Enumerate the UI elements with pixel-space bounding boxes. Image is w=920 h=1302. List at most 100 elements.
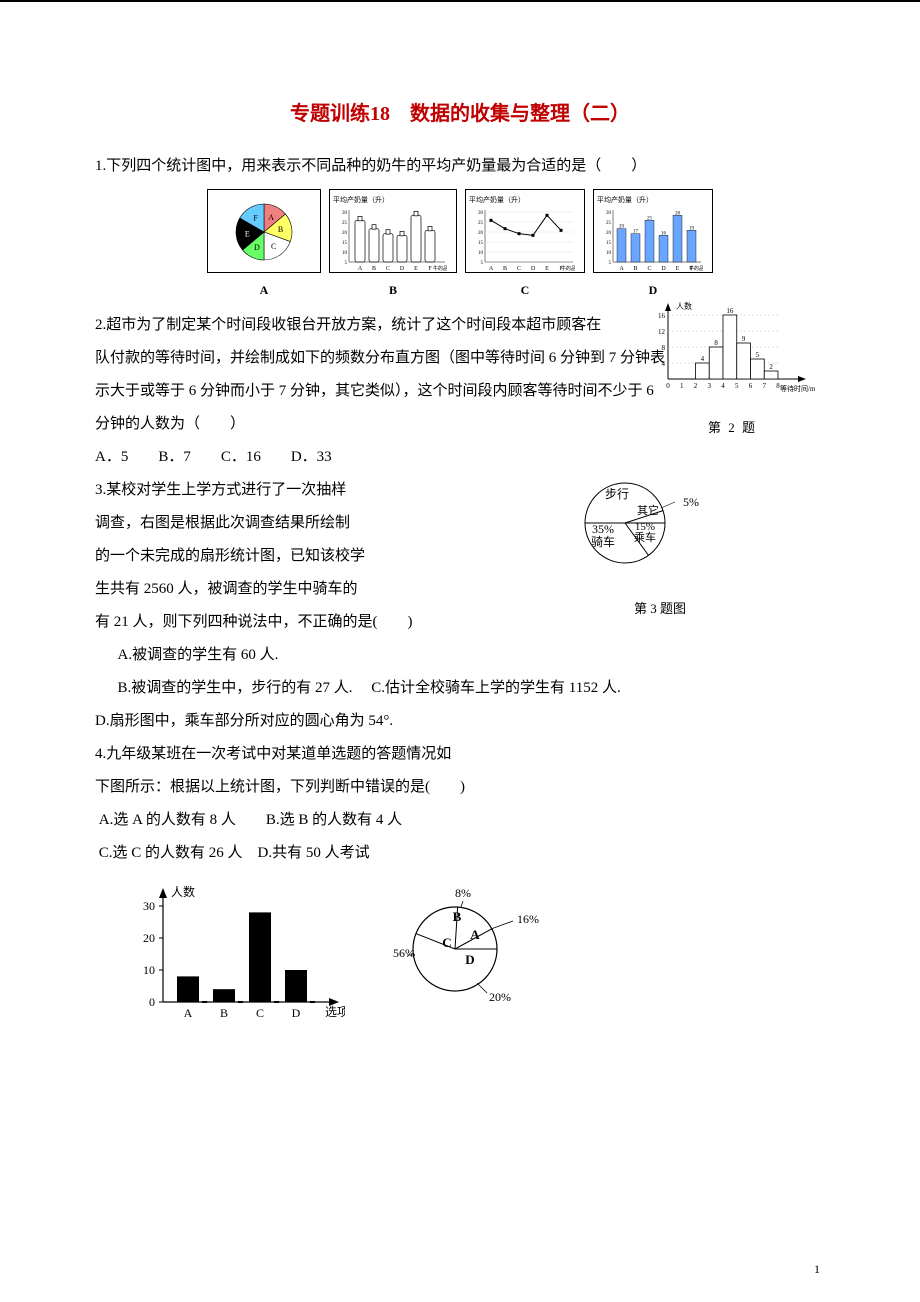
q1-optlabel-A: A [207,277,321,303]
svg-text:20: 20 [143,931,155,945]
svg-text:选项: 选项 [325,1005,345,1019]
svg-text:D: D [400,266,405,272]
svg-text:30: 30 [606,211,612,216]
q1-panel-B: 平均产奶量（升） 30252015105ABCDEF牛的品种 B [329,189,457,303]
q4-optA: A.选 A 的人数有 8 人 [99,812,236,828]
svg-text:30: 30 [143,899,155,913]
page-title: 专题训练18 数据的收集与整理（二） [95,92,825,136]
q3-pie-svg: 步行其它5%15%乘车35%骑车 [555,478,725,578]
svg-text:B: B [220,1006,228,1020]
svg-text:5: 5 [481,261,484,266]
svg-text:5: 5 [609,261,612,266]
q1-optlabel-D: D [593,277,713,303]
q1-B-title: 平均产奶量（升） [333,193,453,208]
q2-hist-svg: 人数等待时间/min4812160123456784816952 [650,301,815,397]
q4-optD: D.共有 50 人考试 [258,845,370,861]
question-2: 人数等待时间/min4812160123456784816952 第 2 题 2… [95,309,825,474]
question-1: 1.下列四个统计图中，用来表示不同品种的奶牛的平均产奶量最为合适的是（ ） AB… [95,150,825,303]
svg-text:15: 15 [478,241,484,246]
q1-B-svg: 30252015105ABCDEF牛的品种 [333,208,447,272]
q2-figure: 人数等待时间/min4812160123456784816952 第 2 题 [650,301,815,443]
svg-text:8: 8 [776,382,780,390]
q1-panel-A: ABCDEF A [207,189,321,303]
q4-figures: 人数选项0102030ABCD CBAD8%16%20%56% [125,884,825,1024]
svg-text:A: A [268,213,274,222]
svg-text:B: B [278,225,283,234]
svg-text:28: 28 [675,212,681,217]
svg-text:4: 4 [701,355,705,363]
svg-text:D: D [465,952,474,967]
svg-text:16%: 16% [517,912,539,926]
svg-text:30: 30 [342,211,348,216]
question-4: 4.九年级某班在一次考试中对某道单选题的答题情况如 下图所示：根据以上统计图，下… [95,738,825,1024]
svg-text:10: 10 [143,963,155,977]
q1-panel-D: 平均产奶量（升） 3025201510520A17B25C16D28E19F牛的… [593,189,713,303]
svg-text:B: B [633,266,637,272]
svg-text:20%: 20% [489,990,511,1004]
q3-optC: C.估计全校骑车上学的学生有 1152 人. [371,680,620,696]
svg-text:A: A [489,266,494,272]
q4-optB: B.选 B 的人数有 4 人 [266,812,402,828]
svg-text:E: E [414,266,418,272]
svg-text:人数: 人数 [676,301,692,311]
svg-text:4: 4 [662,360,666,368]
q1-D-title: 平均产奶量（升） [597,193,709,208]
svg-text:其它: 其它 [637,503,659,517]
svg-text:6: 6 [749,382,753,390]
svg-text:人数: 人数 [171,884,195,899]
svg-text:D: D [661,266,666,272]
q4-opts-row2: C.选 C 的人数有 26 人 D.共有 50 人考试 [95,837,825,870]
svg-text:25: 25 [478,221,484,226]
svg-text:5: 5 [735,382,739,390]
svg-text:20: 20 [478,231,484,236]
q1-optlabel-C: C [465,277,585,303]
svg-text:E: E [545,266,549,272]
svg-text:9: 9 [742,335,746,343]
svg-text:19: 19 [689,227,695,232]
svg-text:4: 4 [721,382,725,390]
q4-l1: 4.九年级某班在一次考试中对某道单选题的答题情况如 [95,738,825,771]
q3-optB: B.被调查的学生中，步行的有 27 人. [118,680,353,696]
q3-optD: D.扇形图中，乘车部分所对应的圆心角为 54°. [95,705,825,738]
svg-text:C: C [271,242,276,251]
svg-text:5%: 5% [683,495,699,509]
svg-text:乘车: 乘车 [634,530,656,544]
svg-text:牛的品种: 牛的品种 [433,265,447,272]
svg-text:5: 5 [756,351,760,359]
page-number: 1 [814,1256,820,1282]
svg-text:0: 0 [149,995,155,1009]
svg-text:B: B [503,266,507,272]
svg-text:C: C [442,935,451,950]
svg-text:牛的品种: 牛的品种 [689,265,703,272]
svg-text:15: 15 [606,241,612,246]
q3-caption: 第 3 题图 [555,595,765,624]
svg-text:B: B [453,909,462,924]
q2-options: A．5 B．7 C．16 D．33 [95,441,825,474]
q1-C-svg: 30252015105ABCDEF牛的品种 [469,208,575,272]
svg-text:35%: 35% [592,522,614,536]
svg-text:20: 20 [606,231,612,236]
svg-text:16: 16 [658,312,666,320]
svg-text:2: 2 [769,363,773,371]
svg-text:25: 25 [342,221,348,226]
svg-text:A: A [470,927,480,942]
svg-text:10: 10 [342,251,348,256]
svg-text:16: 16 [726,307,734,315]
question-3: 步行其它5%15%乘车35%骑车 第 3 题图 3.某校对学生上学方式进行了一次… [95,474,825,738]
svg-text:牛的品种: 牛的品种 [561,265,575,272]
svg-text:D: D [531,266,536,272]
svg-text:20: 20 [619,225,625,230]
svg-text:F: F [253,213,258,222]
svg-text:1: 1 [680,382,684,390]
svg-text:A: A [619,266,624,272]
svg-text:E: E [676,266,680,272]
q4-opts-row1: A.选 A 的人数有 8 人 B.选 B 的人数有 4 人 [95,804,825,837]
svg-text:等待时间/min: 等待时间/min [780,384,815,393]
svg-text:12: 12 [658,328,666,336]
svg-text:25: 25 [647,217,653,222]
svg-text:8%: 8% [455,889,471,900]
svg-text:E: E [245,229,250,238]
svg-text:2: 2 [694,382,698,390]
svg-text:15: 15 [342,241,348,246]
svg-text:C: C [386,266,390,272]
